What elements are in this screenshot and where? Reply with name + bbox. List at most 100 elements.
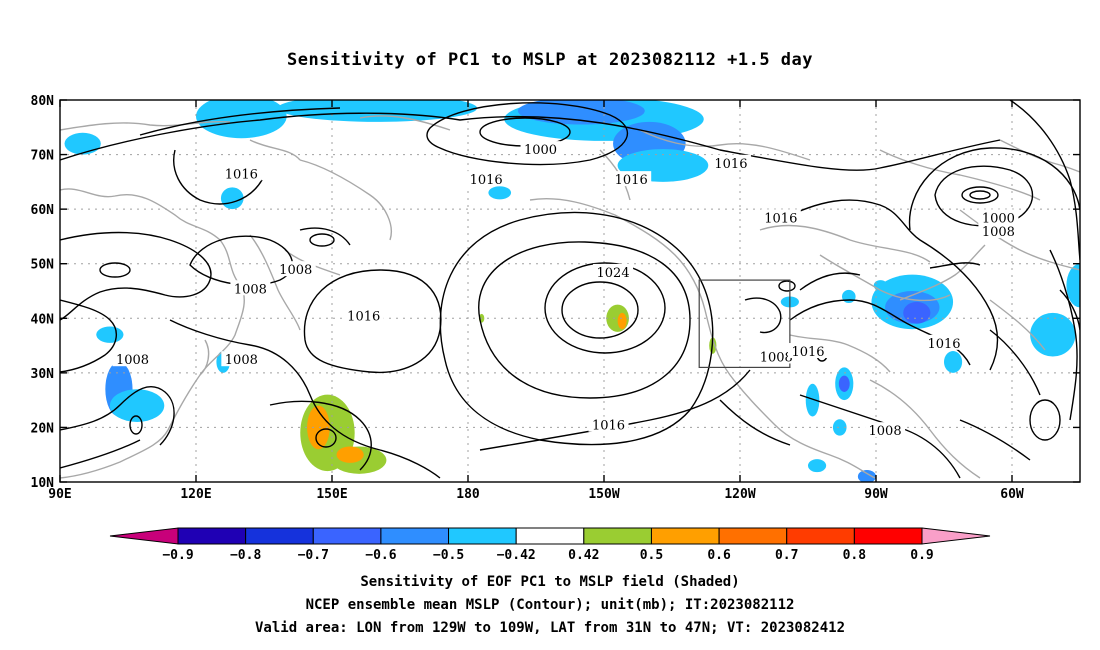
- shade-blob: [517, 100, 645, 125]
- colorbar-label: 0.8: [843, 548, 867, 563]
- colorbar-swatch: [448, 527, 517, 545]
- valid-area-box: [698, 279, 791, 369]
- contour-label: 1016: [225, 168, 258, 183]
- lon-tick-label: 150W: [588, 487, 619, 502]
- shade-blob: [220, 187, 244, 210]
- contour-label-bg: [593, 263, 634, 279]
- colorbar-swatch: [245, 527, 314, 545]
- contour-label-bg: [756, 348, 797, 364]
- colorbar-label: 0.5: [640, 548, 663, 563]
- contour-label: 1016: [615, 173, 648, 188]
- map-frame: [59, 99, 1081, 483]
- contour-1004-canada: [934, 165, 1034, 227]
- shade-blob: [196, 100, 287, 139]
- shade-blob: [805, 383, 820, 417]
- contour-label-bg: [588, 416, 629, 432]
- lat-tick-label: 70N: [31, 149, 55, 164]
- contour-label-bg: [112, 351, 153, 367]
- coastlines: [60, 115, 1080, 479]
- lon-tick-label: 180: [456, 487, 480, 502]
- contour-label: 1008: [279, 263, 312, 278]
- contour-label-bg: [466, 171, 507, 187]
- map-axes: 90E 120E 150E 180 150W 120W 90W 60W 80N 70N 60N 50N…: [31, 94, 1080, 502]
- colorbar-label: −0.6: [365, 548, 396, 563]
- contour-1016-east: [779, 199, 999, 371]
- contour-label: 1016: [470, 173, 503, 188]
- contour-1008-asia: [60, 231, 212, 321]
- colorbar-swatch: [718, 527, 788, 545]
- contour-1000-canada: [961, 186, 999, 204]
- colorbar-swatch: [312, 527, 382, 545]
- contour-label: 1008: [234, 282, 267, 297]
- contour-label-bg: [275, 261, 316, 277]
- shade-blob: [307, 405, 330, 450]
- contour-label: 1008: [869, 424, 902, 439]
- contour-label-bg: [343, 307, 384, 323]
- contour-1016-pacific: [303, 269, 442, 374]
- figure-title: Sensitivity of PC1 to MSLP at 2023082112…: [286, 50, 813, 70]
- contour-1012-north: [139, 107, 341, 136]
- colorbar-swatch: [515, 527, 585, 545]
- colorbar-label: −0.42: [497, 548, 536, 563]
- contour-1020: [478, 241, 691, 399]
- contour-label: 1008: [760, 350, 793, 365]
- contour-label: 1016: [714, 157, 747, 172]
- contour-1016-north: [60, 112, 1001, 171]
- shade-blob: [617, 312, 627, 330]
- colorbar-swatch: [177, 527, 247, 545]
- shade-blob: [488, 186, 512, 200]
- contour-1008-aleutian: [426, 102, 629, 166]
- shade-blob: [1066, 263, 1080, 308]
- shade-blob: [109, 389, 165, 422]
- colorbar-label: −0.5: [433, 548, 464, 563]
- shade-blob: [903, 301, 931, 324]
- contour-label: 1008: [225, 353, 258, 368]
- lon-tick-label: 60W: [1000, 487, 1024, 502]
- lon-tick-label: 90W: [864, 487, 888, 502]
- colorbar-label: 0.7: [775, 548, 798, 563]
- colorbar-swatch: [380, 527, 450, 545]
- lat-tick-label: 20N: [31, 421, 55, 436]
- contour-label-bg: [865, 422, 906, 438]
- lon-tick-label: 120W: [724, 487, 755, 502]
- lat-tick-label: 60N: [31, 203, 55, 218]
- colorbar-swatch: [583, 527, 652, 545]
- lon-tick-label: 90E: [48, 487, 71, 502]
- colorbar: −0.9 −0.8 −0.7 −0.6 −0.5 −0.42 0.42 0.5 0.6 0.7 0.…: [109, 527, 991, 563]
- contour-label: 1008: [116, 353, 149, 368]
- contour-label: 1016: [791, 345, 824, 360]
- shade-blob: [1030, 312, 1076, 357]
- contour-1016-south: [479, 369, 751, 451]
- contour-1024-inner: [561, 281, 639, 339]
- contour-1008-canada: [908, 147, 1080, 231]
- colorbar-label: 0.42: [568, 548, 599, 563]
- shade-blob: [96, 326, 124, 343]
- contour-label: 1000: [524, 143, 557, 158]
- caption-line-1: Sensitivity of EOF PC1 to MSLP field (Sh…: [360, 574, 740, 590]
- shade-blob: [857, 469, 876, 482]
- contour-label-bg: [788, 343, 828, 359]
- lat-tick-label: 50N: [31, 258, 55, 273]
- colorbar-label: −0.7: [298, 548, 329, 563]
- colorbar-end-high: [921, 527, 991, 545]
- colorbar-end-low: [109, 527, 179, 545]
- contour-label-bg: [520, 141, 561, 157]
- shade-blob: [838, 375, 850, 392]
- shade-blob: [944, 351, 963, 373]
- shade-blob: [336, 446, 364, 463]
- contour-1024: [544, 262, 666, 354]
- shade-blob: [64, 132, 101, 155]
- contour-label-bg: [978, 222, 1019, 238]
- contour-label: 1008: [982, 225, 1015, 240]
- lon-tick-label: 150E: [316, 487, 347, 502]
- contour-label: 1016: [764, 211, 797, 226]
- colorbar-swatch: [853, 527, 923, 545]
- colorbar-label: −0.8: [230, 548, 261, 563]
- sensitivity-shading: [64, 100, 1080, 482]
- contour-label-bg: [221, 165, 262, 181]
- contour-label: 1016: [347, 310, 380, 325]
- contour-996-canada: [969, 190, 991, 200]
- contour-label-bg: [924, 334, 964, 350]
